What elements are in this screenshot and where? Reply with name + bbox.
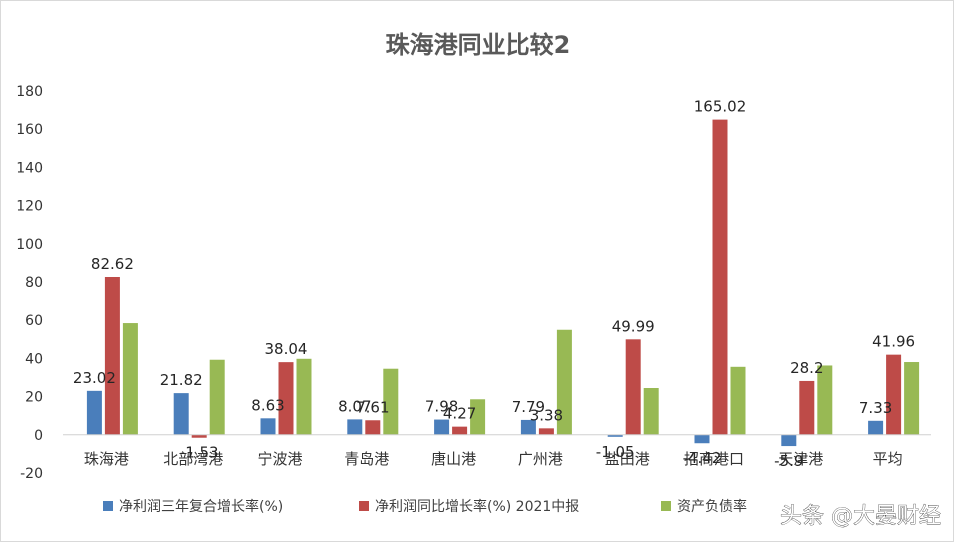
bar-3: [122, 323, 138, 435]
data-label: 82.62: [91, 255, 134, 273]
bar-3: [383, 368, 399, 435]
bar-2: [625, 339, 641, 435]
data-label: 7.61: [356, 398, 389, 416]
bar-2: [452, 426, 468, 435]
data-label: 165.02: [694, 98, 747, 116]
bar-2: [278, 362, 294, 435]
legend-swatch: [359, 501, 369, 511]
data-label: 49.99: [612, 317, 655, 335]
data-label: 8.07: [338, 397, 371, 415]
bars-group: [86, 119, 920, 447]
bar-1: [347, 419, 363, 435]
category-labels: 珠海港 北部湾港 宁波港 青岛港 唐山港 广州港 盐田港 招商港口 天津港 平均: [84, 450, 903, 468]
x-tick-label: 宁波港: [257, 450, 302, 468]
x-tick-label: 广州港: [518, 450, 563, 468]
data-label: 8.63: [251, 396, 284, 414]
legend-swatch: [661, 501, 671, 511]
bar-3: [470, 399, 486, 435]
bar-1: [607, 434, 623, 437]
bar-3: [904, 362, 920, 435]
bar-3: [643, 388, 659, 435]
bar-3: [209, 359, 225, 435]
data-labels: 23.02 82.62 21.82 -1.53 8.63 38.04 8.077.61 7.9…: [73, 98, 915, 470]
bar-2: [104, 276, 120, 435]
data-label: 23.02: [73, 369, 116, 387]
x-tick-label: 珠海港: [84, 450, 129, 468]
data-label: 41.96: [872, 333, 915, 351]
bar-1: [86, 390, 102, 435]
x-tick-label: 青岛港: [344, 450, 389, 468]
y-tick-label: 80: [25, 275, 43, 291]
bar-2: [886, 354, 902, 435]
y-tick-label: -20: [20, 466, 43, 482]
data-label: 7.33: [859, 399, 892, 417]
bar-2: [712, 119, 728, 435]
bar-1: [694, 434, 710, 444]
bar-1: [434, 419, 450, 435]
data-label: 7.98: [425, 398, 458, 416]
x-tick-label: 招商港口: [684, 450, 744, 468]
x-tick-label: 盐田港: [605, 450, 650, 468]
y-tick-label: 120: [16, 199, 43, 215]
y-tick-label: 100: [16, 237, 43, 253]
y-tick-label: 180: [16, 84, 43, 100]
data-label: 28.2: [790, 359, 823, 377]
bar-3: [296, 358, 312, 435]
watermark: 头条 @大晏财经: [780, 504, 941, 529]
bar-2: [799, 380, 815, 435]
data-label: -1.05: [596, 443, 635, 461]
bar-2: [365, 420, 381, 435]
data-label: 4.27: [443, 405, 476, 423]
y-tick-label: 60: [25, 313, 43, 329]
legend-label: 净利润三年复合增长率(%): [119, 498, 283, 515]
legend-swatch: [103, 501, 113, 511]
legend-label: 净利润同比增长率(%) 2021中报: [375, 498, 579, 515]
bar-1: [173, 393, 189, 435]
x-tick-label: 天津港: [778, 450, 823, 468]
bar-3: [556, 329, 572, 435]
bar-1: [781, 434, 797, 447]
y-tick-label: 160: [16, 122, 43, 138]
legend: 净利润三年复合增长率(%) 净利润同比增长率(%) 2021中报 资产负债率: [103, 498, 747, 515]
data-label: -1.53: [180, 444, 219, 462]
legend-label: 资产负债率: [677, 498, 747, 515]
bar-1: [520, 419, 536, 435]
data-label: 21.82: [160, 371, 203, 389]
bar-2: [191, 434, 207, 438]
data-label: 3.38: [530, 406, 563, 424]
bar-1: [260, 418, 276, 435]
data-label: -5.9: [774, 452, 803, 470]
y-tick-label: 140: [16, 160, 43, 176]
y-axis: -20 0 20 40 60 80 100 120 140 160 180: [16, 84, 43, 482]
bar-3: [817, 365, 833, 435]
bar-2: [538, 428, 554, 435]
bar-3: [730, 366, 746, 435]
y-tick-label: 20: [25, 390, 43, 406]
y-tick-label: 0: [34, 428, 43, 444]
data-label: -4.42: [683, 449, 722, 467]
chart-title: 珠海港同业比较2: [386, 31, 571, 59]
data-label: 7.79: [512, 398, 545, 416]
y-tick-label: 40: [25, 351, 43, 367]
x-tick-label: 平均: [873, 450, 903, 468]
x-tick-label: 唐山港: [431, 450, 476, 468]
bar-1: [868, 420, 884, 435]
x-tick-label: 北部湾港: [163, 450, 223, 468]
data-label: 38.04: [265, 340, 308, 358]
